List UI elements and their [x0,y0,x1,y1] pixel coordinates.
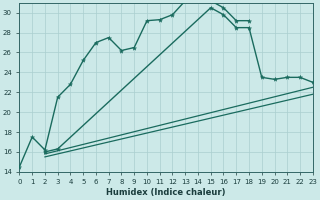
X-axis label: Humidex (Indice chaleur): Humidex (Indice chaleur) [106,188,226,197]
